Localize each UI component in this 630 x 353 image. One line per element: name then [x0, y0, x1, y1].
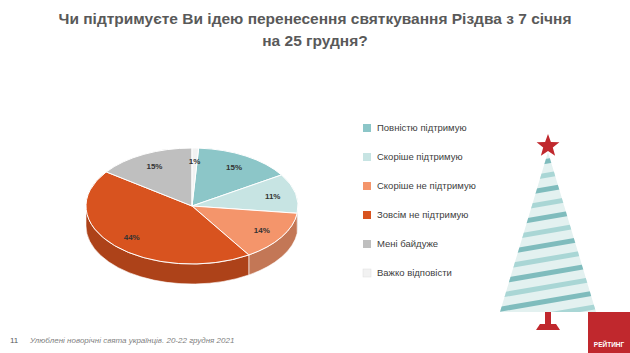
- legend-swatch: [363, 211, 371, 219]
- logo-text: РЕЙТИНГ: [594, 340, 625, 348]
- chart-svg: 15% 11% 14% 44% 15% 1% Повністю підтримую Скорі…: [0, 0, 630, 353]
- tree-base: [536, 324, 560, 330]
- page-number: 11: [10, 336, 19, 345]
- stage: Чи підтримуєте Ви ідею перенесення святк…: [0, 0, 630, 353]
- legend-label: Повністю підтримую: [377, 122, 467, 133]
- legend-swatch: [363, 153, 371, 161]
- legend-swatch: [363, 240, 371, 248]
- legend-label: Мені байдуже: [377, 238, 438, 249]
- data-label: 44%: [124, 233, 140, 242]
- tree-stripe: [490, 179, 606, 199]
- data-label: 1%: [189, 157, 201, 166]
- legend-label: Важко відповісти: [377, 267, 452, 278]
- data-label: 11%: [265, 192, 281, 201]
- legend-swatch: [363, 269, 371, 277]
- tree-stripe: [490, 207, 606, 227]
- tree-stripes: [490, 151, 606, 325]
- data-label: 15%: [146, 162, 162, 171]
- pie-tops: [86, 148, 298, 264]
- tree-stripe: [490, 249, 606, 269]
- tree-trunk: [545, 312, 551, 324]
- legend-label: Скоріше не підтримую: [377, 180, 476, 191]
- title: Чи підтримуєте Ви ідею перенесення святк…: [55, 8, 575, 52]
- tree-stripe: [490, 221, 606, 241]
- tree-stripe: [490, 151, 606, 171]
- legend-label: Скоріше підтримую: [377, 151, 463, 162]
- tree-decoration: [490, 134, 606, 330]
- tree-star: [537, 134, 560, 156]
- data-label: 14%: [254, 226, 270, 235]
- data-label: 15%: [226, 163, 242, 172]
- logo-box: [588, 312, 630, 353]
- legend: Повністю підтримую Скоріше підтримую Скорі…: [363, 122, 476, 278]
- footer-text: Улюблені новорічні свята українців. 20-2…: [29, 336, 234, 345]
- pie: [86, 148, 298, 284]
- legend-label: Зовсім не підтримую: [377, 209, 468, 220]
- legend-swatch: [363, 182, 371, 190]
- tree-stripe: [490, 263, 606, 283]
- tree-stripe: [490, 235, 606, 255]
- tree-stripe: [490, 193, 606, 213]
- tree-stripe: [490, 165, 606, 185]
- legend-swatch: [363, 124, 371, 132]
- slice: [106, 148, 192, 206]
